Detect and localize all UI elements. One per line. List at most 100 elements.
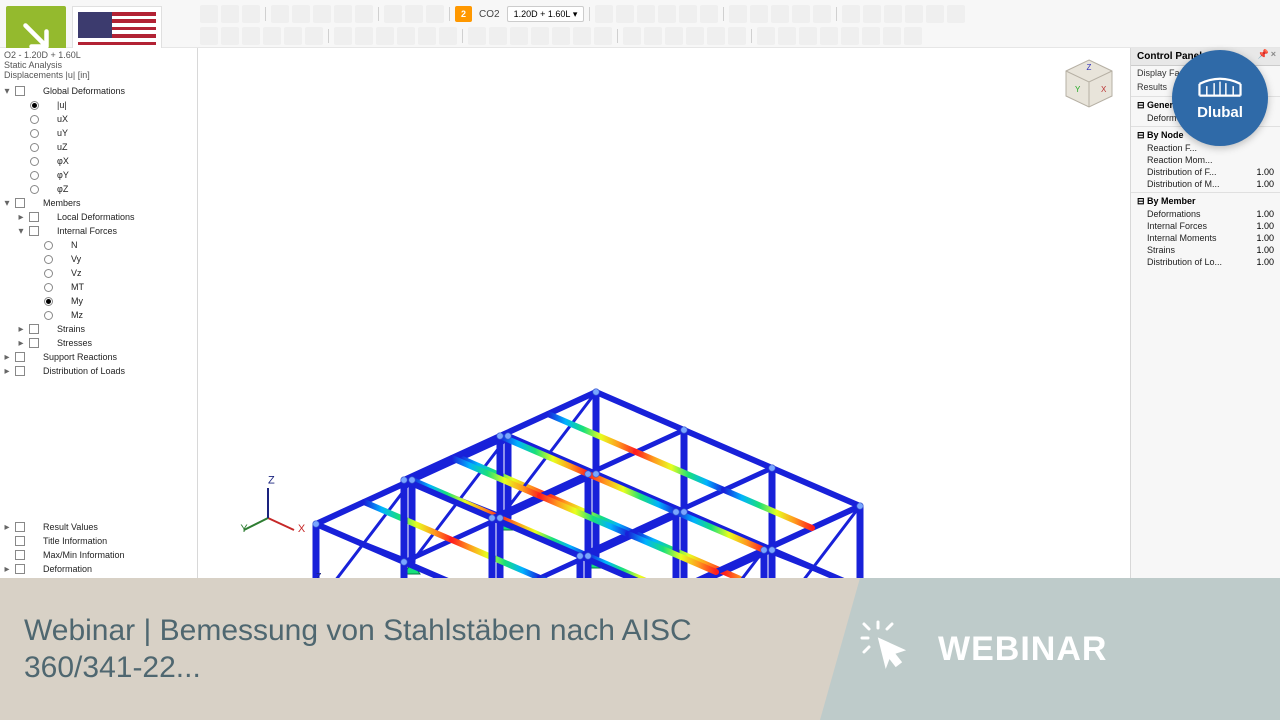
tb-btn[interactable] xyxy=(771,5,789,23)
tree-stresses[interactable]: Stresses xyxy=(57,338,92,348)
tb-btn[interactable] xyxy=(679,5,697,23)
tb-btn[interactable] xyxy=(292,5,310,23)
tree-phix[interactable]: φX xyxy=(57,156,69,166)
tree-my[interactable]: My xyxy=(71,296,83,306)
tb-btn[interactable] xyxy=(334,5,352,23)
tb-btn[interactable] xyxy=(313,5,331,23)
tree-twisty[interactable]: ▸ xyxy=(2,352,12,363)
tb-btn[interactable] xyxy=(426,5,444,23)
tb-btn[interactable] xyxy=(905,5,923,23)
tree-radio[interactable] xyxy=(44,297,53,306)
tb-btn[interactable] xyxy=(644,27,662,45)
tree-twisty[interactable]: ▸ xyxy=(2,564,12,575)
tree-maxmin-info[interactable]: Max/Min Information xyxy=(43,550,125,560)
tree-twisty[interactable]: ▸ xyxy=(16,324,26,335)
tree-local-def[interactable]: Local Deformations xyxy=(57,212,135,222)
tree-radio[interactable] xyxy=(44,269,53,278)
tree-vy[interactable]: Vy xyxy=(71,254,81,264)
tree-support-reactions[interactable]: Support Reactions xyxy=(43,352,117,362)
tree-phiy[interactable]: φY xyxy=(57,170,69,180)
tb-btn[interactable] xyxy=(221,27,239,45)
tb-btn[interactable] xyxy=(700,5,718,23)
tree-ux[interactable]: uX xyxy=(57,114,68,124)
cp-section-by-member[interactable]: ⊟ By Member xyxy=(1131,192,1280,208)
tree-dist-loads[interactable]: Distribution of Loads xyxy=(43,366,125,376)
tree-twisty[interactable]: ▸ xyxy=(2,522,12,533)
tb-btn[interactable] xyxy=(284,27,302,45)
tb-btn[interactable] xyxy=(552,27,570,45)
tree-checkbox[interactable] xyxy=(15,522,25,532)
tb-btn[interactable] xyxy=(305,27,323,45)
view-cube[interactable]: X Y Z xyxy=(1062,56,1116,110)
tree-radio[interactable] xyxy=(30,143,39,152)
tb-btn[interactable] xyxy=(658,5,676,23)
tree-radio[interactable] xyxy=(44,283,53,292)
tb-btn[interactable] xyxy=(813,5,831,23)
tb-btn[interactable] xyxy=(242,5,260,23)
tb-btn[interactable] xyxy=(397,27,415,45)
tree-radio[interactable] xyxy=(30,129,39,138)
tree-phiz[interactable]: φZ xyxy=(57,184,68,194)
load-case-badge[interactable]: 2 xyxy=(455,6,472,22)
tb-btn[interactable] xyxy=(863,5,881,23)
tree-result-values[interactable]: Result Values xyxy=(43,522,98,532)
tb-btn[interactable] xyxy=(221,5,239,23)
tb-btn[interactable] xyxy=(841,27,859,45)
tree-checkbox[interactable] xyxy=(29,324,39,334)
tree-radio[interactable] xyxy=(30,171,39,180)
tb-btn[interactable] xyxy=(376,27,394,45)
tree-checkbox[interactable] xyxy=(15,86,25,96)
tree-internal-forces[interactable]: Internal Forces xyxy=(57,226,117,236)
tree-radio[interactable] xyxy=(30,115,39,124)
tb-btn[interactable] xyxy=(623,27,641,45)
tb-btn[interactable] xyxy=(468,27,486,45)
tree-uz[interactable]: uZ xyxy=(57,142,68,152)
tree-checkbox[interactable] xyxy=(29,226,39,236)
tb-btn[interactable] xyxy=(750,5,768,23)
close-icon[interactable]: × xyxy=(1271,49,1276,60)
tb-btn[interactable] xyxy=(842,5,860,23)
tb-btn[interactable] xyxy=(573,27,591,45)
tb-btn[interactable] xyxy=(531,27,549,45)
tree-uy[interactable]: uY xyxy=(57,128,68,138)
tb-btn[interactable] xyxy=(489,27,507,45)
tb-btn[interactable] xyxy=(799,27,817,45)
tb-btn[interactable] xyxy=(510,27,528,45)
tb-btn[interactable] xyxy=(883,27,901,45)
tb-btn[interactable] xyxy=(355,27,373,45)
tree-checkbox[interactable] xyxy=(29,338,39,348)
tb-btn[interactable] xyxy=(334,27,352,45)
tree-twisty[interactable]: ▸ xyxy=(2,366,12,377)
tb-btn[interactable] xyxy=(926,5,944,23)
tree-checkbox[interactable] xyxy=(15,366,25,376)
tb-btn[interactable] xyxy=(686,27,704,45)
tb-btn[interactable] xyxy=(884,5,902,23)
pin-icon[interactable]: 📌 xyxy=(1258,49,1269,60)
tb-btn[interactable] xyxy=(757,27,775,45)
tree-mt[interactable]: MT xyxy=(71,282,84,292)
tree-deformation[interactable]: Deformation xyxy=(43,564,92,574)
tree-checkbox[interactable] xyxy=(15,536,25,546)
load-combo-selector[interactable]: 1.20D + 1.60L ▾ xyxy=(507,6,585,22)
tree-twisty[interactable]: ▸ xyxy=(16,338,26,349)
tb-btn[interactable] xyxy=(384,5,402,23)
tree-radio[interactable] xyxy=(30,157,39,166)
tree-twisty[interactable]: ▾ xyxy=(2,86,12,97)
tb-btn[interactable] xyxy=(947,5,965,23)
tree-global-deformations[interactable]: Global Deformations xyxy=(43,86,125,96)
tree-title-info[interactable]: Title Information xyxy=(43,536,107,546)
tree-n[interactable]: N xyxy=(71,240,78,250)
tb-btn[interactable] xyxy=(200,5,218,23)
tb-btn[interactable] xyxy=(665,27,683,45)
tree-checkbox[interactable] xyxy=(29,212,39,222)
tree-radio[interactable] xyxy=(30,185,39,194)
tree-strains[interactable]: Strains xyxy=(57,324,85,334)
tb-btn[interactable] xyxy=(792,5,810,23)
tree-twisty[interactable]: ▸ xyxy=(16,212,26,223)
tb-btn[interactable] xyxy=(616,5,634,23)
tree-checkbox[interactable] xyxy=(15,198,25,208)
tree-twisty[interactable]: ▾ xyxy=(2,198,12,209)
tree-radio[interactable] xyxy=(44,311,53,320)
tree-vz[interactable]: Vz xyxy=(71,268,82,278)
tb-btn[interactable] xyxy=(729,5,747,23)
